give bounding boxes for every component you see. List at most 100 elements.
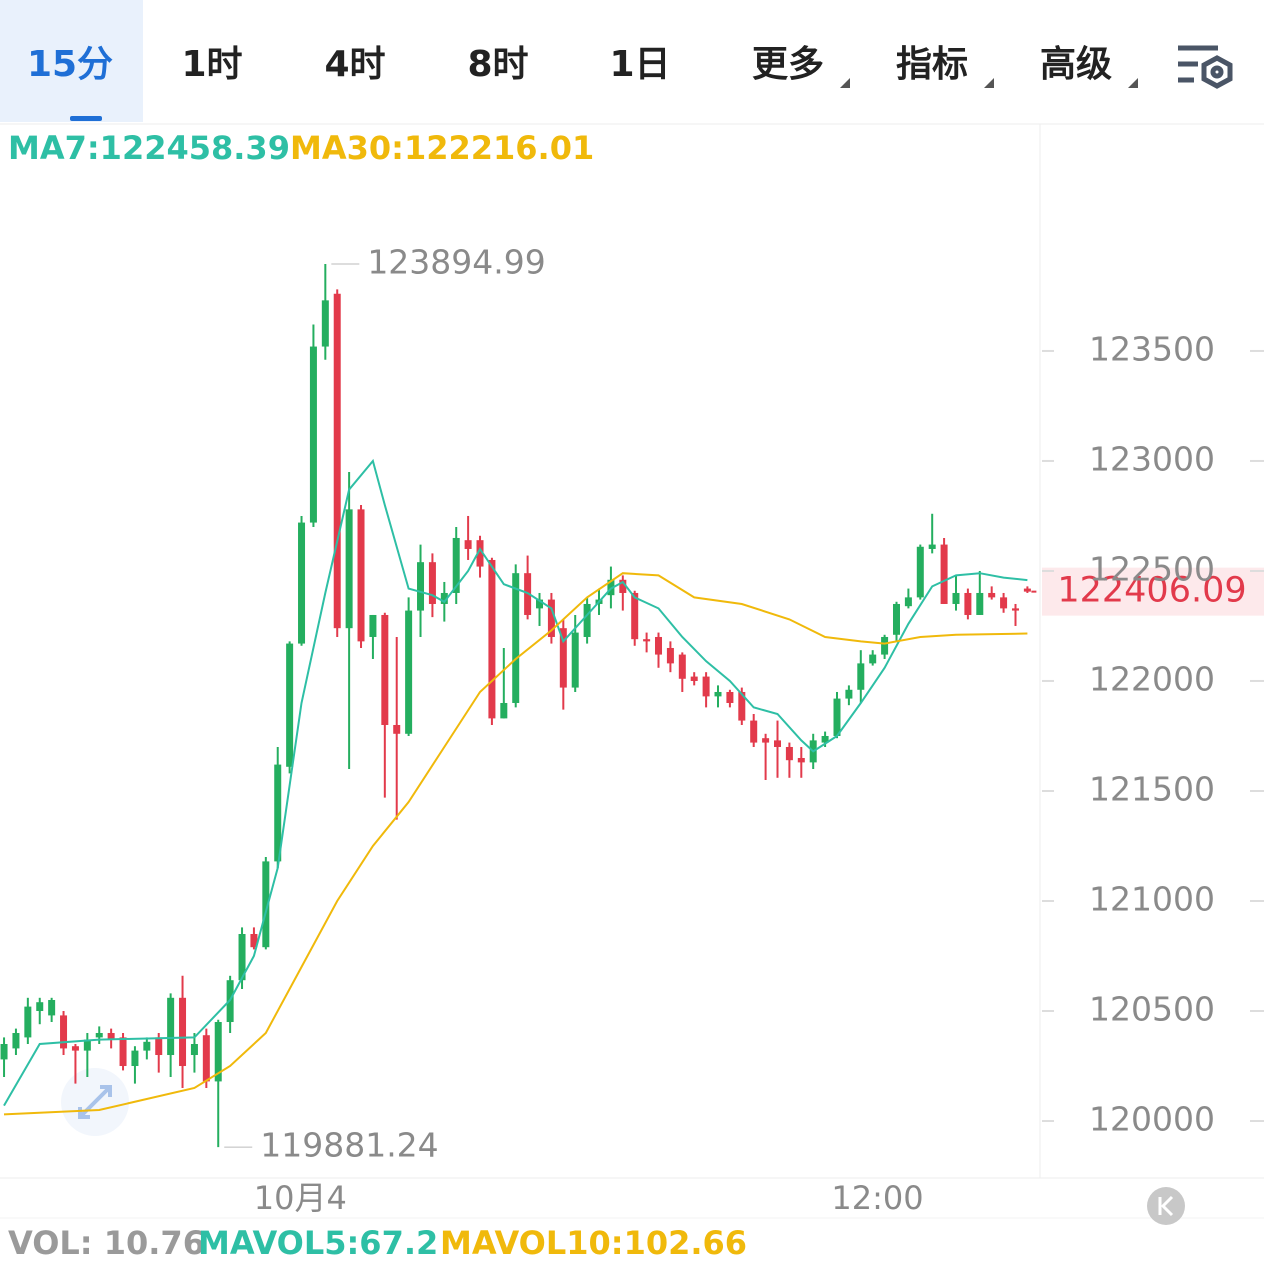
candle-body: [393, 724, 401, 734]
candle-body: [131, 1050, 139, 1067]
scroll-latest-button[interactable]: [1147, 1187, 1185, 1225]
candle-body: [726, 691, 734, 703]
candle-body: [428, 562, 436, 604]
tab[interactable]: 高级: [1040, 44, 1112, 85]
candle-body: [12, 1033, 20, 1049]
candle-body: [286, 643, 294, 767]
dropdown-arrow[interactable]: [1128, 78, 1138, 88]
candle-body: [845, 689, 853, 699]
ma-line: [3, 572, 1028, 1116]
candle-body: [36, 1002, 44, 1012]
candle-body: [274, 764, 282, 862]
candle-body: [559, 628, 567, 688]
candle-body: [904, 597, 912, 607]
candle-body: [333, 293, 341, 629]
dropdown-arrow[interactable]: [984, 78, 994, 88]
x-tick-label: 12:00: [831, 1179, 923, 1217]
candle-body: [155, 1037, 163, 1056]
y-tick-label: 122500: [1089, 549, 1215, 588]
candle-body: [60, 1015, 68, 1049]
candle-body: [857, 663, 865, 690]
candle-body: [119, 1037, 127, 1067]
candle-body: [714, 691, 722, 697]
candle-body: [583, 603, 591, 637]
dropdown-arrow[interactable]: [840, 78, 850, 88]
candle-body: [405, 610, 413, 734]
candle-body: [0, 1044, 8, 1060]
candle-body: [357, 509, 365, 642]
plot-area: 123894.99 119881.24 122406.09: [0, 243, 1264, 1165]
price-tag-label: 122406.09: [1057, 571, 1246, 611]
candle-body: [464, 540, 472, 549]
volume-text: MAVOL5:67.2: [198, 1224, 438, 1262]
candle-body: [881, 636, 889, 655]
candle-body: [952, 592, 960, 604]
candle-body: [95, 1033, 103, 1038]
legend-entry: MA7:122458.39: [8, 129, 290, 167]
volume-text: VOL: 10.76: [8, 1224, 205, 1262]
candle-body: [167, 997, 175, 1056]
candle-body: [369, 614, 377, 637]
price-tag: [1042, 567, 1264, 616]
candle-body: [452, 537, 460, 593]
candle-body: [643, 639, 651, 642]
candle-body: [417, 562, 425, 611]
candle-body: [345, 509, 353, 629]
tab[interactable]: 15分: [27, 44, 113, 85]
candle-body: [892, 603, 900, 635]
candle-body: [1023, 588, 1031, 592]
ma-line: [3, 458, 1028, 1107]
candle-body: [797, 757, 805, 763]
candle-body: [321, 300, 329, 347]
tab[interactable]: 4时: [324, 44, 385, 85]
tab[interactable]: 8时: [467, 44, 528, 85]
dropdown-marks: [840, 78, 1138, 88]
expand-button[interactable]: [61, 1068, 129, 1136]
candle-body: [833, 698, 841, 736]
candle-body: [916, 546, 924, 598]
candle-body: [512, 573, 520, 703]
y-tick-label: 120500: [1089, 990, 1215, 1029]
candle-body: [655, 636, 663, 655]
candle-body: [631, 592, 639, 640]
min-label: 119881.24: [260, 1126, 438, 1165]
candle-body: [988, 592, 996, 598]
candle-body: [750, 720, 758, 743]
candle-body: [940, 544, 948, 604]
tab[interactable]: 更多: [752, 44, 824, 85]
candle-body: [869, 654, 877, 664]
active-tab-underline: [70, 116, 102, 121]
candle-body: [309, 346, 317, 523]
legend-entry: MA30:122216.01: [290, 129, 594, 167]
tab[interactable]: 指标: [896, 44, 968, 85]
y-tick-label: 122000: [1089, 659, 1215, 698]
candle-body: [774, 740, 782, 747]
candle-body: [83, 1039, 91, 1051]
candle-body: [536, 599, 544, 609]
candle-body: [762, 738, 770, 743]
tab[interactable]: 1时: [181, 44, 242, 85]
candle-body: [143, 1041, 151, 1051]
candle-body: [785, 746, 793, 761]
settings-icon[interactable]: [1178, 45, 1233, 89]
candle-body: [48, 1000, 56, 1016]
tab[interactable]: 1日: [609, 44, 670, 85]
active-tab-bg: [0, 0, 143, 122]
y-tick-label: 121500: [1089, 769, 1215, 808]
candle-body: [1000, 597, 1008, 609]
candle-body: [381, 614, 389, 725]
candle-body: [202, 1035, 210, 1082]
candle-body: [71, 1046, 79, 1051]
candle-body: [107, 1033, 115, 1040]
candle-body: [619, 579, 627, 593]
candle-body: [1011, 608, 1019, 611]
candle-body: [738, 691, 746, 721]
candle-body: [547, 599, 555, 637]
candle-body: [262, 861, 270, 948]
candle-body: [702, 676, 710, 697]
candle-body: [190, 1044, 198, 1056]
volume-text: MAVOL10:102.66: [440, 1224, 747, 1262]
candle-body: [250, 934, 258, 948]
